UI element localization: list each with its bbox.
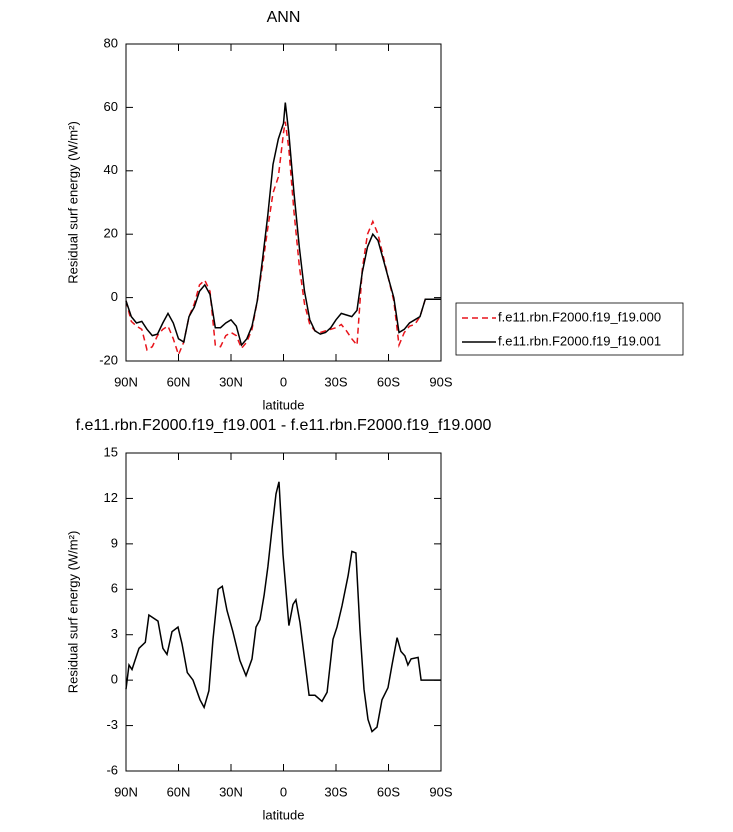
y-axis-label: Residual surf energy (W/m²) — [65, 121, 80, 284]
x-tick-label: 30S — [324, 374, 347, 389]
y-tick-label: 15 — [104, 444, 118, 459]
y-tick-label: 12 — [104, 490, 118, 505]
x-tick-label: 30N — [219, 784, 243, 799]
y-tick-label: 20 — [104, 226, 118, 241]
legend-box — [455, 302, 684, 356]
legend-label: f.e11.rbn.F2000.f19_f19.000 — [498, 309, 661, 324]
x-tick-label: 60N — [167, 374, 191, 389]
x-tick-label: 90N — [114, 784, 138, 799]
y-tick-label: 6 — [111, 581, 118, 596]
x-tick-label: 60N — [167, 784, 191, 799]
x-tick-label: 60S — [377, 784, 400, 799]
y-tick-label: -20 — [99, 352, 118, 367]
y-axis-label: Residual surf energy (W/m²) — [65, 531, 80, 694]
y-tick-label: 0 — [111, 672, 118, 687]
x-tick-label: 60S — [377, 374, 400, 389]
data-line — [125, 121, 441, 357]
x-tick-label: 0 — [280, 374, 287, 389]
x-tick-label: 90S — [429, 374, 452, 389]
y-tick-label: -3 — [106, 717, 118, 732]
x-tick-label: 90S — [429, 784, 452, 799]
y-tick-label: 80 — [104, 35, 118, 50]
y-tick-label: 3 — [111, 626, 118, 641]
x-axis-label: latitude — [263, 807, 305, 822]
y-tick-label: -6 — [106, 762, 118, 777]
data-line — [125, 102, 441, 347]
x-tick-label: 30S — [324, 784, 347, 799]
x-tick-label: 30N — [219, 374, 243, 389]
x-axis-label: latitude — [263, 397, 305, 412]
chart-title: f.e11.rbn.F2000.f19_f19.001 - f.e11.rbn.… — [76, 417, 492, 434]
x-tick-label: 0 — [280, 784, 287, 799]
y-tick-label: 9 — [111, 535, 118, 550]
legend-label: f.e11.rbn.F2000.f19_f19.001 — [498, 333, 661, 348]
chart-title: ANN — [267, 9, 301, 26]
plot-frame — [125, 43, 442, 362]
plot-frame — [125, 452, 442, 772]
x-tick-label: 90N — [114, 374, 138, 389]
data-line — [125, 481, 441, 733]
y-tick-label: 0 — [111, 289, 118, 304]
y-tick-label: 40 — [104, 162, 118, 177]
y-tick-label: 60 — [104, 99, 118, 114]
